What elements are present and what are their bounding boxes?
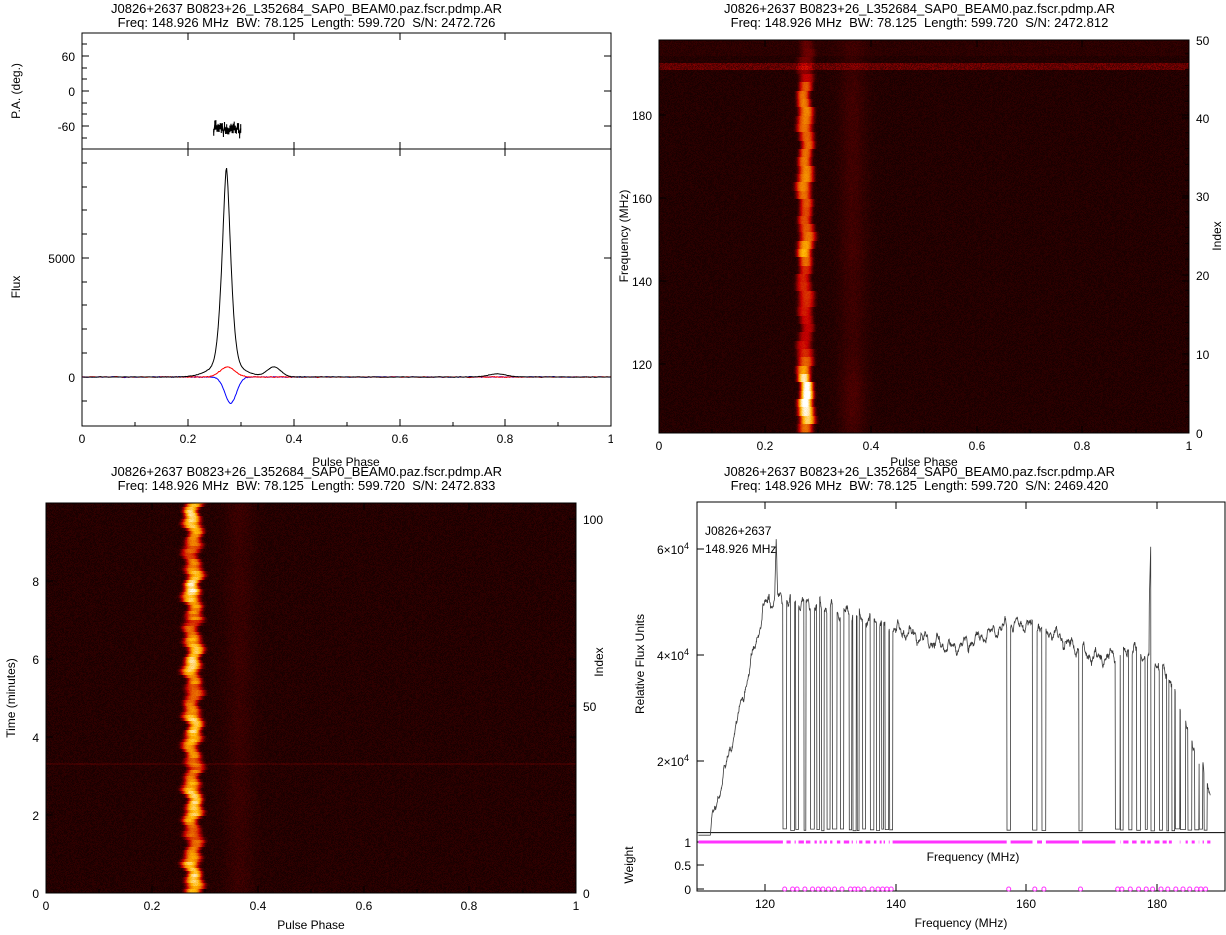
svg-text:180: 180 bbox=[632, 109, 652, 123]
svg-text:0.6: 0.6 bbox=[969, 439, 986, 453]
svg-text:0.2: 0.2 bbox=[144, 899, 161, 913]
svg-text:140: 140 bbox=[886, 897, 906, 911]
svg-text:50: 50 bbox=[1196, 34, 1210, 48]
svg-text:148.926 MHz: 148.926 MHz bbox=[705, 542, 776, 556]
svg-text:160: 160 bbox=[632, 192, 652, 206]
svg-text:0: 0 bbox=[79, 432, 86, 446]
svg-text:1: 1 bbox=[1186, 439, 1193, 453]
svg-text:100: 100 bbox=[583, 513, 603, 527]
svg-text:0.4: 0.4 bbox=[286, 432, 303, 446]
svg-text:0: 0 bbox=[68, 85, 75, 99]
svg-text:Pulse Phase: Pulse Phase bbox=[890, 455, 958, 468]
svg-text:Relative Flux Units: Relative Flux Units bbox=[633, 614, 647, 714]
svg-text:4×104: 4×104 bbox=[657, 647, 689, 663]
svg-text:0.5: 0.5 bbox=[674, 859, 691, 873]
svg-text:-60: -60 bbox=[58, 120, 76, 134]
svg-text:Index: Index bbox=[1210, 221, 1224, 250]
svg-text:20: 20 bbox=[1196, 269, 1210, 283]
svg-text:0: 0 bbox=[583, 887, 590, 901]
svg-text:0.4: 0.4 bbox=[250, 899, 267, 913]
svg-text:120: 120 bbox=[632, 358, 652, 372]
svg-text:0: 0 bbox=[656, 439, 663, 453]
svg-text:0.2: 0.2 bbox=[180, 432, 197, 446]
svg-text:30: 30 bbox=[1196, 190, 1210, 204]
svg-text:0.4: 0.4 bbox=[863, 439, 880, 453]
svg-text:1: 1 bbox=[684, 836, 691, 850]
svg-text:Time (minutes): Time (minutes) bbox=[4, 658, 18, 738]
svg-text:J0826+2637: J0826+2637 bbox=[705, 524, 772, 538]
svg-text:2×104: 2×104 bbox=[657, 753, 689, 769]
svg-text:Frequency (MHz): Frequency (MHz) bbox=[927, 850, 1020, 864]
svg-text:8: 8 bbox=[32, 575, 39, 589]
svg-text:0: 0 bbox=[68, 371, 75, 385]
svg-text:50: 50 bbox=[583, 700, 597, 714]
svg-text:Flux: Flux bbox=[9, 276, 23, 299]
svg-text:P.A. (deg.): P.A. (deg.) bbox=[9, 63, 23, 119]
svg-text:4: 4 bbox=[32, 731, 39, 745]
svg-text:Frequency (MHz): Frequency (MHz) bbox=[617, 190, 631, 283]
svg-text:10: 10 bbox=[1196, 348, 1210, 362]
svg-text:6×104: 6×104 bbox=[657, 541, 689, 557]
svg-text:40: 40 bbox=[1196, 112, 1210, 126]
svg-text:0.6: 0.6 bbox=[392, 432, 409, 446]
svg-text:Pulse Phase: Pulse Phase bbox=[312, 455, 380, 468]
svg-text:0.2: 0.2 bbox=[757, 439, 774, 453]
svg-text:120: 120 bbox=[755, 897, 775, 911]
svg-text:Weight: Weight bbox=[622, 846, 636, 884]
svg-text:0.6: 0.6 bbox=[356, 899, 373, 913]
svg-text:0.8: 0.8 bbox=[461, 899, 478, 913]
svg-text:60: 60 bbox=[62, 50, 76, 64]
svg-text:Frequency (MHz): Frequency (MHz) bbox=[915, 916, 1008, 930]
svg-text:140: 140 bbox=[632, 275, 652, 289]
svg-text:0: 0 bbox=[43, 899, 50, 913]
svg-text:160: 160 bbox=[1016, 897, 1036, 911]
svg-text:0: 0 bbox=[32, 887, 39, 901]
svg-text:1: 1 bbox=[573, 899, 580, 913]
svg-text:0: 0 bbox=[1196, 427, 1203, 441]
svg-text:Index: Index bbox=[592, 647, 606, 676]
svg-text:0.8: 0.8 bbox=[497, 432, 514, 446]
svg-text:180: 180 bbox=[1147, 897, 1167, 911]
svg-text:0: 0 bbox=[684, 883, 691, 897]
svg-text:Pulse Phase: Pulse Phase bbox=[277, 918, 345, 932]
svg-text:0.8: 0.8 bbox=[1074, 439, 1091, 453]
svg-text:2: 2 bbox=[32, 809, 39, 823]
svg-text:5000: 5000 bbox=[48, 252, 75, 266]
svg-text:6: 6 bbox=[32, 653, 39, 667]
